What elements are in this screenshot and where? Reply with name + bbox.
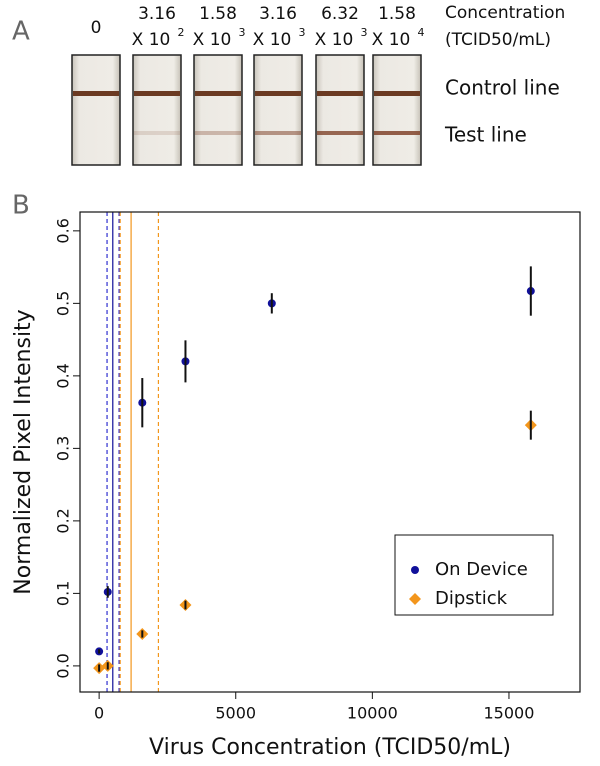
- concentration-label: 0: [91, 18, 102, 38]
- concentration-exponent-base: X 10: [193, 30, 232, 50]
- concentration-exponent-base: X 10: [132, 30, 171, 50]
- x-tick-label: 15000: [484, 704, 535, 723]
- control-band: [134, 91, 180, 96]
- test-band: [134, 131, 180, 135]
- concentration-exponent: 3: [299, 26, 306, 39]
- y-tick-label: 0.5: [54, 291, 73, 316]
- test-band: [195, 131, 241, 135]
- concentration-exponent-base: X 10: [372, 30, 411, 50]
- concentration-mantissa: 6.32: [321, 4, 359, 24]
- panel-label: A: [12, 17, 30, 47]
- test-strip: [71, 54, 121, 166]
- control-band: [73, 91, 119, 96]
- plot-frame: [79, 211, 581, 693]
- x-tick-label: 5000: [215, 704, 256, 723]
- panel-label: B: [12, 191, 30, 221]
- y-tick-label: 0.0: [54, 653, 73, 678]
- y-axis-title: Normalized Pixel Intensity: [11, 309, 36, 594]
- concentration-exponent-base: X 10: [315, 30, 354, 50]
- control-band: [374, 91, 420, 96]
- control-band: [317, 91, 363, 96]
- y-tick-label: 0.1: [54, 581, 73, 606]
- concentration-exponent: 4: [418, 26, 425, 39]
- test-band: [255, 131, 301, 135]
- legend-label: Dipstick: [435, 588, 508, 609]
- test-strip: [372, 54, 422, 166]
- concentration-exponent: 2: [178, 26, 185, 39]
- concentration-title: Concentration: [445, 3, 565, 23]
- strips: 03.16X 10 21.58X 10 33.16X 10 36.32X 10 31.5…: [71, 4, 425, 166]
- concentration-exponent-base: X 10: [253, 30, 292, 50]
- y-tick-label: 0.6: [54, 218, 73, 243]
- concentration-mantissa: 3.16: [138, 4, 176, 24]
- legend-marker: [409, 593, 421, 605]
- test-strip: [315, 54, 365, 166]
- concentration-exponent: 3: [239, 26, 246, 39]
- x-tick-label: 0: [94, 704, 104, 723]
- control-line-label: Control line: [445, 76, 560, 100]
- concentration-mantissa: 1.58: [199, 4, 237, 24]
- x-tick-label: 10000: [347, 704, 398, 723]
- test-band: [374, 131, 420, 135]
- y-tick-label: 0.3: [54, 436, 73, 461]
- test-strip: [253, 54, 303, 166]
- test-line-label: Test line: [444, 123, 527, 147]
- y-tick-label: 0.2: [54, 508, 73, 533]
- test-band: [317, 131, 363, 135]
- y-tick-label: 0.4: [54, 363, 73, 388]
- legend-box: [394, 534, 554, 616]
- x-axis-title: Virus Concentration (TCID50/mL): [149, 735, 511, 760]
- control-band: [255, 91, 301, 96]
- concentration-unit: (TCID50/mL): [445, 30, 551, 50]
- plot: 0.0 0.1 0.2 0.3 0.4 0.5 0.6 0 5000 10000 15000 On D…: [54, 211, 581, 723]
- test-strip: [193, 54, 243, 166]
- legend-marker: [411, 566, 419, 574]
- concentration-exponent: 3: [361, 26, 368, 39]
- test-strip: [132, 54, 182, 166]
- concentration-mantissa: 3.16: [259, 4, 297, 24]
- legend-label: On Device: [435, 559, 528, 580]
- control-band: [195, 91, 241, 96]
- concentration-mantissa: 1.58: [378, 4, 416, 24]
